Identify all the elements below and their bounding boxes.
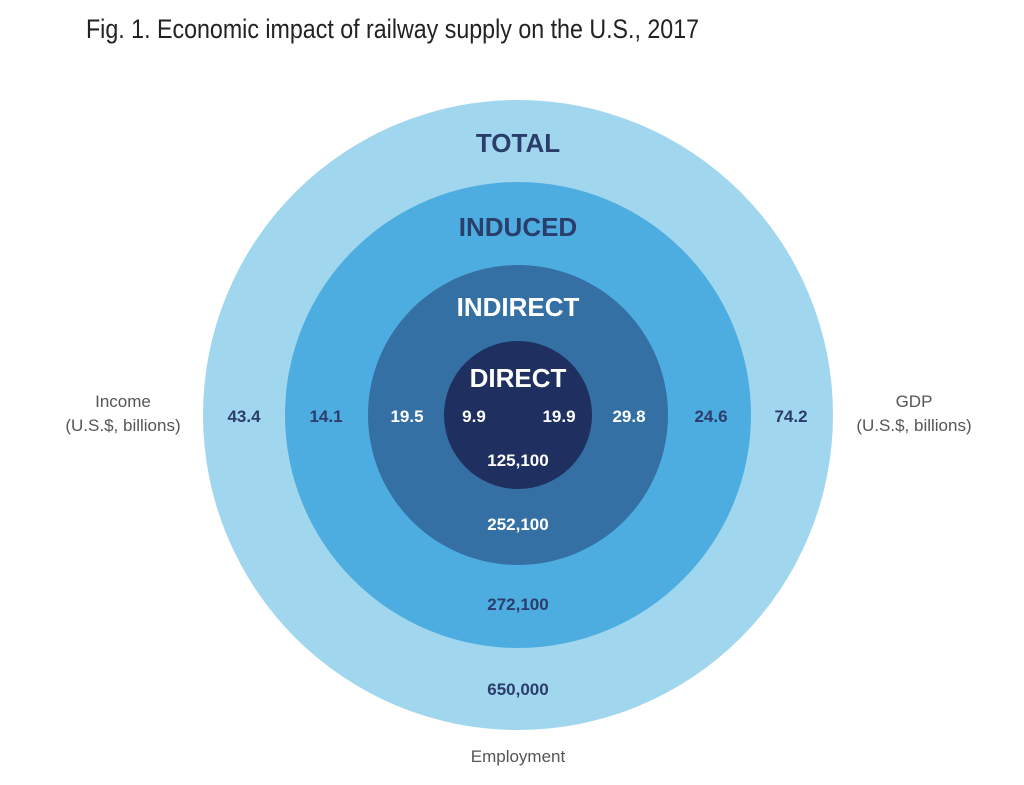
employment-value-indirect: 252,100 <box>487 515 548 534</box>
income-value-total: 43.4 <box>227 407 261 426</box>
gdp-value-indirect: 29.8 <box>612 407 645 426</box>
gdp-axis-label: GDP <box>896 392 933 411</box>
employment-value-induced: 272,100 <box>487 595 548 614</box>
layer-label-direct: DIRECT <box>470 363 567 393</box>
ring-direct <box>444 341 592 489</box>
income-value-indirect: 19.5 <box>390 407 423 426</box>
income-axis-label: Income <box>95 392 151 411</box>
employment-value-direct: 125,100 <box>487 451 548 470</box>
gdp-axis-unit: (U.S.$, billions) <box>856 416 971 435</box>
figure-title: Fig. 1. Economic impact of railway suppl… <box>86 14 700 44</box>
layer-label-induced: INDUCED <box>459 212 577 242</box>
income-value-direct: 9.9 <box>462 407 486 426</box>
gdp-value-direct: 19.9 <box>542 407 575 426</box>
layer-label-indirect: INDIRECT <box>457 292 580 322</box>
gdp-value-induced: 24.6 <box>694 407 727 426</box>
layer-label-total: TOTAL <box>476 128 560 158</box>
employment-value-total: 650,000 <box>487 680 548 699</box>
income-axis-unit: (U.S.$, billions) <box>65 416 180 435</box>
employment-axis-label: Employment <box>471 747 566 766</box>
gdp-value-total: 74.2 <box>774 407 807 426</box>
income-value-induced: 14.1 <box>309 407 342 426</box>
